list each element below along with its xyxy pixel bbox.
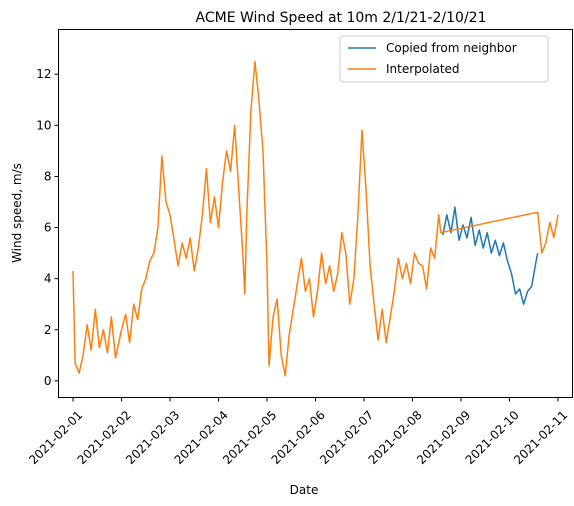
series-line-1 [72, 60, 559, 377]
y-tick-label: 12 [36, 67, 51, 81]
chart-title: ACME Wind Speed at 10m 2/1/21-2/10/21 [196, 10, 487, 26]
y-tick-label: 10 [36, 118, 51, 132]
y-tick-label: 4 [44, 272, 52, 286]
x-axis-label: Date [290, 483, 319, 497]
legend: Copied from neighbor Interpolated [339, 35, 549, 83]
legend-box [339, 35, 549, 83]
legend-label: Interpolated [386, 62, 460, 76]
legend-label: Copied from neighbor [386, 41, 517, 55]
y-axis-label: Wind speed, m/s [10, 163, 24, 263]
series-line-0 [442, 206, 539, 305]
plot-frame [58, 29, 573, 398]
plot-area [72, 60, 559, 377]
y-tick-label: 2 [44, 323, 52, 337]
y-tick-label: 8 [44, 169, 52, 183]
y-tick-label: 6 [44, 221, 52, 235]
y-tick-label: 0 [44, 374, 52, 388]
y-axis: 0 2 4 6 8 10 12 [36, 67, 59, 388]
x-axis: 2021-02-012021-02-022021-02-032021-02-04… [26, 397, 570, 467]
